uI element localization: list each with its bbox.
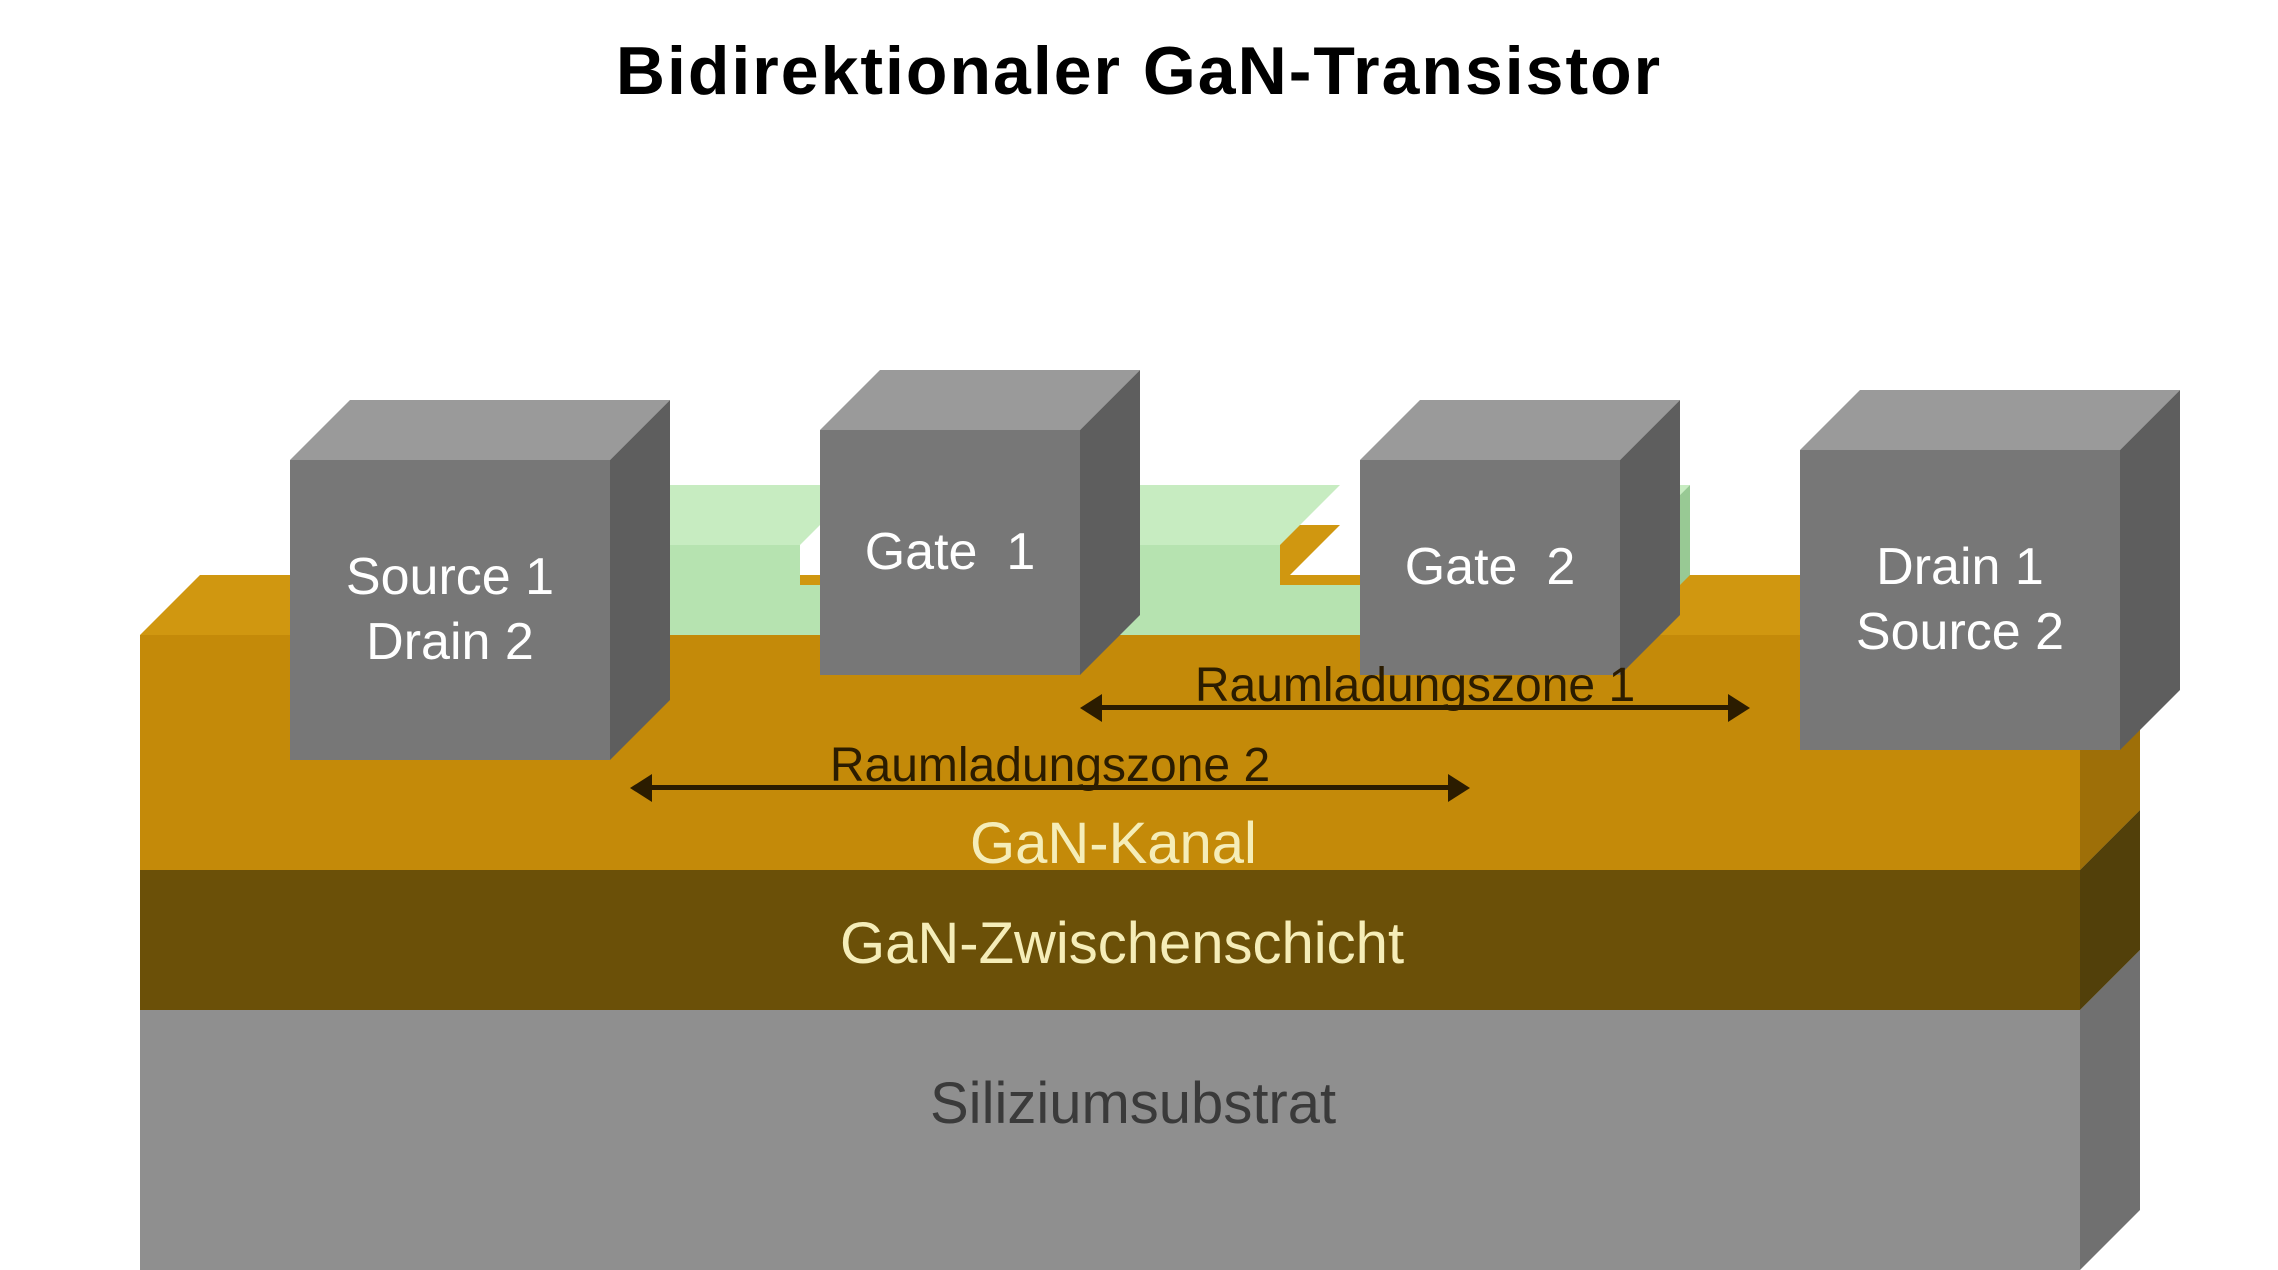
raumladungszone-2-arrow: Raumladungszone 2	[140, 130, 2140, 1130]
page-title: Bidirektionaler GaN-Transistor	[0, 32, 2278, 110]
title-text: Bidirektionaler GaN-Transistor	[616, 33, 1662, 109]
transistor-diagram: Source 1Drain 2Gate 1Gate 2Drain 1Source…	[140, 130, 2140, 1130]
gan-kanal-label: GaN-Kanal	[970, 810, 1257, 877]
gan-zwischenschicht-label: GaN-Zwischenschicht	[840, 910, 1404, 977]
raumladungszone-2-label: Raumladungszone 2	[830, 738, 1270, 793]
siliziumsubstrat-label: Siliziumsubstrat	[930, 1070, 1336, 1137]
